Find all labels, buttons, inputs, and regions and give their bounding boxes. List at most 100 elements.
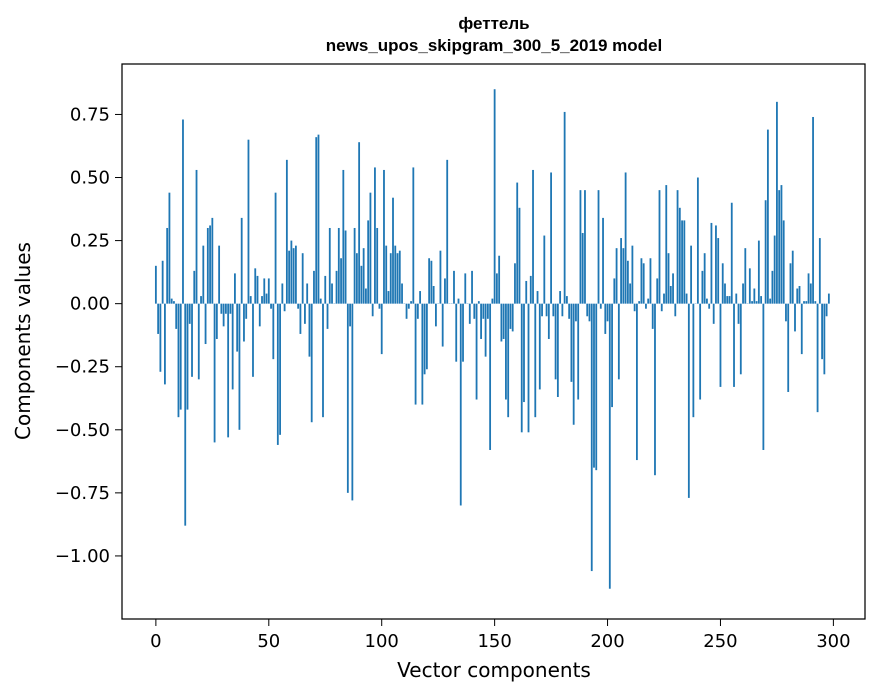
- bar: [489, 303, 492, 450]
- bar: [769, 298, 772, 304]
- bar: [319, 298, 322, 304]
- bar: [423, 303, 426, 375]
- bar: [710, 222, 713, 304]
- bar: [234, 273, 236, 304]
- bar: [782, 220, 785, 304]
- bar: [640, 258, 643, 304]
- bar: [728, 296, 731, 304]
- bar: [737, 303, 740, 324]
- bar: [507, 303, 510, 418]
- bar: [552, 303, 555, 317]
- bar: [315, 137, 318, 304]
- bar: [608, 303, 611, 589]
- bar: [351, 303, 354, 501]
- bar: [511, 303, 514, 332]
- bar: [179, 303, 182, 410]
- bar: [279, 303, 281, 435]
- x-tick-label: 50: [257, 631, 280, 652]
- bar: [534, 303, 537, 418]
- bar: [435, 303, 437, 327]
- bar: [464, 273, 467, 304]
- bar: [730, 202, 733, 304]
- bar: [245, 303, 248, 319]
- bar: [191, 303, 193, 377]
- chart-title: феттель: [458, 14, 529, 33]
- bar: [430, 260, 433, 304]
- bar: [724, 283, 726, 304]
- bar: [252, 303, 254, 377]
- bar: [631, 245, 634, 304]
- x-tick-label: 0: [150, 631, 161, 652]
- bar: [586, 303, 589, 317]
- bar: [626, 260, 629, 304]
- bar: [617, 303, 620, 380]
- bar: [791, 250, 794, 304]
- bar: [703, 253, 706, 304]
- bar: [204, 303, 207, 345]
- bar: [473, 303, 476, 319]
- bar: [685, 293, 688, 304]
- bar: [412, 167, 415, 304]
- bar: [816, 303, 819, 413]
- y-tick-label: 0.50: [70, 168, 110, 189]
- bar: [536, 291, 539, 304]
- bar: [575, 303, 577, 322]
- bar: [787, 303, 790, 392]
- plot-frame: [121, 63, 866, 620]
- bar: [708, 303, 711, 309]
- bar: [620, 238, 622, 304]
- bar: [629, 283, 632, 304]
- bar: [202, 245, 205, 304]
- bar: [674, 303, 677, 317]
- bar: [624, 172, 627, 304]
- bar: [365, 288, 367, 304]
- bar: [613, 278, 616, 304]
- bar: [236, 303, 239, 352]
- bar: [599, 303, 602, 309]
- bar: [669, 286, 672, 304]
- bar: [297, 303, 300, 309]
- bar: [789, 263, 792, 304]
- bar: [331, 283, 333, 304]
- bar: [577, 303, 580, 400]
- bar: [401, 283, 403, 304]
- bar: [744, 248, 747, 304]
- bar: [383, 169, 385, 304]
- bar: [195, 169, 198, 304]
- bar: [486, 303, 489, 319]
- bar: [209, 225, 211, 304]
- y-tick-label: 0.25: [70, 231, 110, 252]
- y-tick-label: 0.00: [70, 294, 110, 315]
- bar: [389, 253, 392, 304]
- bar: [604, 303, 607, 334]
- bar: [771, 270, 774, 304]
- bar: [645, 303, 647, 309]
- bar: [249, 296, 252, 304]
- bar: [459, 303, 462, 506]
- bar: [378, 303, 381, 309]
- bar: [509, 303, 512, 329]
- bar: [170, 298, 173, 304]
- bar: [243, 303, 245, 342]
- bar: [247, 139, 250, 304]
- bar: [505, 303, 507, 400]
- bar: [161, 260, 164, 304]
- bar: [258, 303, 261, 327]
- bar: [360, 265, 363, 304]
- bar: [672, 273, 674, 304]
- bar: [651, 303, 654, 329]
- bar: [748, 268, 751, 304]
- bar: [565, 296, 568, 304]
- bar: [462, 303, 464, 362]
- bar: [570, 303, 573, 382]
- bar: [441, 303, 444, 347]
- bar: [742, 283, 744, 304]
- bar: [184, 303, 187, 526]
- bar: [751, 301, 753, 304]
- bar: [353, 227, 356, 304]
- bar: [480, 303, 482, 339]
- bar: [706, 298, 708, 304]
- bar: [231, 303, 234, 390]
- x-tick-label: 200: [590, 631, 624, 652]
